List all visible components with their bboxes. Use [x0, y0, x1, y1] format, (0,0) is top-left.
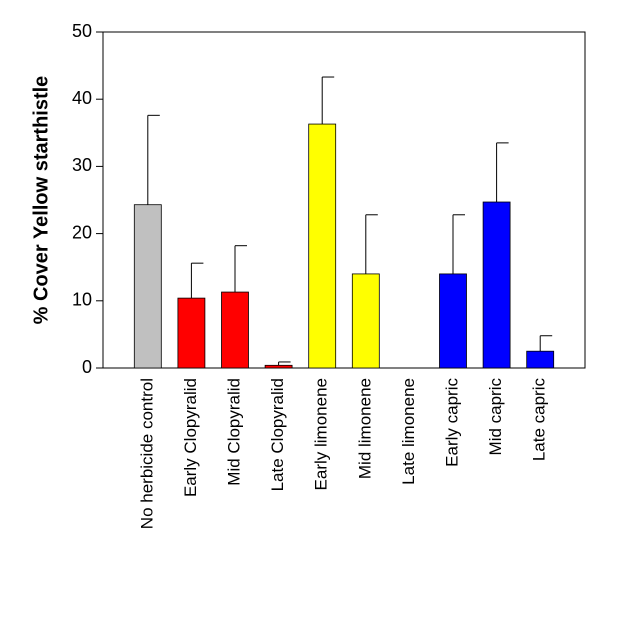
bar [177, 297, 206, 369]
y-tick-label: 50 [72, 21, 92, 41]
bar [133, 204, 162, 369]
bar [221, 291, 249, 369]
y-tick-label: 0 [82, 357, 92, 377]
bar [439, 273, 467, 369]
x-tick-label: Late capric [530, 378, 549, 462]
x-tick-label: Late Clopyralid [268, 378, 287, 491]
x-tick-label: Mid Clopyralid [224, 378, 243, 486]
x-tick-label: No herbicide control [137, 378, 156, 529]
x-tick-label: Early capric [442, 378, 461, 467]
y-tick-label: 10 [72, 290, 92, 310]
plot-frame [102, 31, 586, 369]
bar [308, 123, 337, 369]
x-tick-label: Early Clopyralid [181, 378, 200, 497]
y-tick-label: 30 [72, 155, 92, 175]
x-tick-label: Mid capric [486, 378, 505, 456]
x-tick-label: Late limonene [399, 378, 418, 485]
bar [351, 273, 380, 369]
x-tick-label: Mid limonene [355, 378, 374, 479]
y-tick-label: 20 [72, 222, 92, 242]
bar [526, 350, 555, 369]
y-axis-label: % Cover Yellow starthistle [30, 76, 52, 325]
bar [482, 201, 511, 369]
y-tick-label: 40 [72, 88, 92, 108]
bar [264, 364, 293, 369]
x-tick-label: Early limonene [312, 378, 331, 490]
